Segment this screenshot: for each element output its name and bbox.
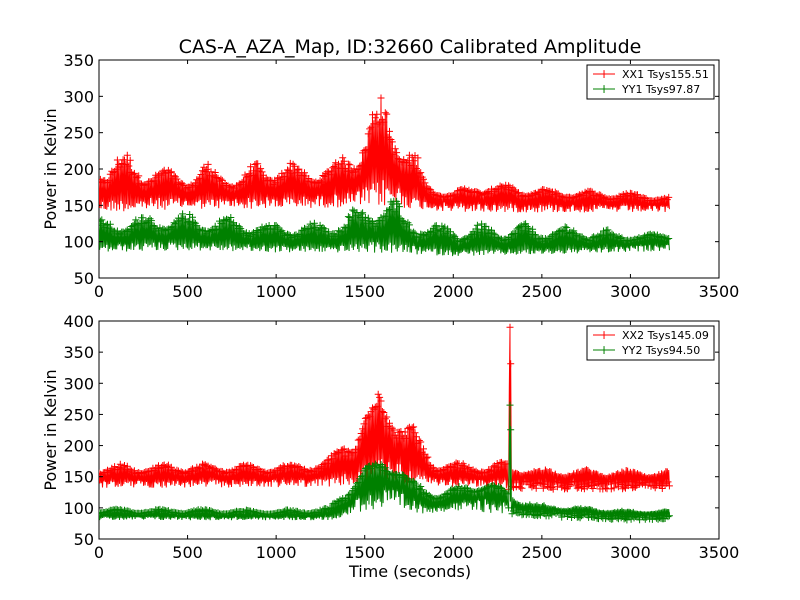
top-y-tick-label: 200: [63, 160, 94, 179]
top-legend-label-xx1: XX1 Tsys155.51: [622, 68, 709, 81]
bottom-y-tick-label: 400: [63, 312, 94, 331]
bottom-x-tick-label: 2500: [521, 543, 562, 562]
bottom-y-tick-label: 250: [63, 405, 94, 424]
bottom-legend-marker-xx2: +: [599, 328, 609, 342]
top-x-tick-label: 2000: [433, 282, 474, 301]
top-y-tick-label: 250: [63, 124, 94, 143]
top-markers-xx1: [99, 94, 673, 205]
top-legend: + XX1 Tsys155.51 + YY1 Tsys97.87: [586, 64, 715, 100]
bottom-y-tick-label: 150: [63, 468, 94, 487]
bottom-legend-entry-yy2: + YY2 Tsys94.50: [593, 343, 700, 357]
bottom-series-yy2: [99, 401, 673, 524]
bottom-x-tick-label: 1000: [256, 543, 297, 562]
top-line-yy1: [99, 201, 670, 257]
bottom-legend-label-xx2: XX2 Tsys145.09: [622, 329, 709, 342]
bottom-y-axis-label: Power in Kelvin: [41, 369, 60, 490]
bottom-markers-yy2: [99, 401, 673, 524]
bottom-legend-box: [586, 325, 715, 361]
bottom-y-tick-label: 200: [63, 437, 94, 456]
bottom-x-tick-label: 500: [172, 543, 203, 562]
top-y-axis-label: Power in Kelvin: [41, 108, 60, 229]
top-series-group: [99, 94, 673, 257]
top-x-tick-label: 3000: [610, 282, 651, 301]
top-series-yy1: [99, 197, 673, 257]
top-legend-marker-xx1: +: [599, 67, 609, 81]
top-series-xx1: [99, 94, 673, 213]
top-legend-entry-xx1: + XX1 Tsys155.51: [593, 67, 709, 81]
top-markers-yy1: [99, 197, 673, 246]
bottom-y-tick-label: 300: [63, 374, 94, 393]
top-subplot: Power in Kelvin 0 500 1000 1500 2000 2500 3000…: [41, 51, 739, 301]
bottom-series-group: [99, 323, 673, 524]
bottom-x-tick-label: 1500: [344, 543, 385, 562]
top-y-tick-label: 100: [63, 233, 94, 252]
bottom-legend-entry-xx2: + XX2 Tsys145.09: [593, 328, 709, 342]
top-x-tick-label: 1000: [256, 282, 297, 301]
bottom-x-tick-label: 0: [94, 543, 104, 562]
bottom-y-tick-label: 350: [63, 343, 94, 362]
top-y-tick-label: 350: [63, 51, 94, 70]
top-x-tick-label: 500: [172, 282, 203, 301]
bottom-legend: + XX2 Tsys145.09 + YY2 Tsys94.50: [586, 325, 715, 361]
top-y-tick-label: 300: [63, 87, 94, 106]
chart-title: CAS-A_AZA_Map, ID:32660 Calibrated Ampli…: [179, 36, 642, 58]
bottom-y-tick-label: 50: [74, 530, 94, 549]
top-legend-box: [586, 64, 715, 100]
top-legend-marker-yy1: +: [599, 82, 609, 96]
top-y-tick-label: 50: [74, 269, 94, 288]
top-x-tick-label: 3500: [699, 282, 740, 301]
bottom-y-tick-label: 100: [63, 499, 94, 518]
bottom-x-tick-label: 3000: [610, 543, 651, 562]
top-x-tick-label: 2500: [521, 282, 562, 301]
top-x-tick-label: 1500: [344, 282, 385, 301]
top-legend-label-yy1: YY1 Tsys97.87: [621, 83, 700, 96]
bottom-subplot: Power in Kelvin Time (seconds) 0 500 1000 1…: [41, 312, 739, 581]
bottom-x-tick-label: 3500: [699, 543, 740, 562]
top-axis-ticks: 0 500 1000 1500 2000 2500 3000 3500 50 100 150 200 2…: [63, 51, 739, 301]
top-legend-entry-yy1: + YY1 Tsys97.87: [593, 82, 700, 96]
bottom-axis-ticks: 0 500 1000 1500 2000 2500 3000 3500 50 100 150 200 2…: [63, 312, 739, 562]
bottom-x-tick-label: 2000: [433, 543, 474, 562]
top-y-tick-label: 150: [63, 196, 94, 215]
bottom-markers-xx2: [99, 323, 673, 493]
top-x-tick-label: 0: [94, 282, 104, 301]
bottom-legend-label-yy2: YY2 Tsys94.50: [621, 344, 700, 357]
bottom-x-axis-label: Time (seconds): [348, 562, 471, 581]
bottom-legend-marker-yy2: +: [599, 343, 609, 357]
